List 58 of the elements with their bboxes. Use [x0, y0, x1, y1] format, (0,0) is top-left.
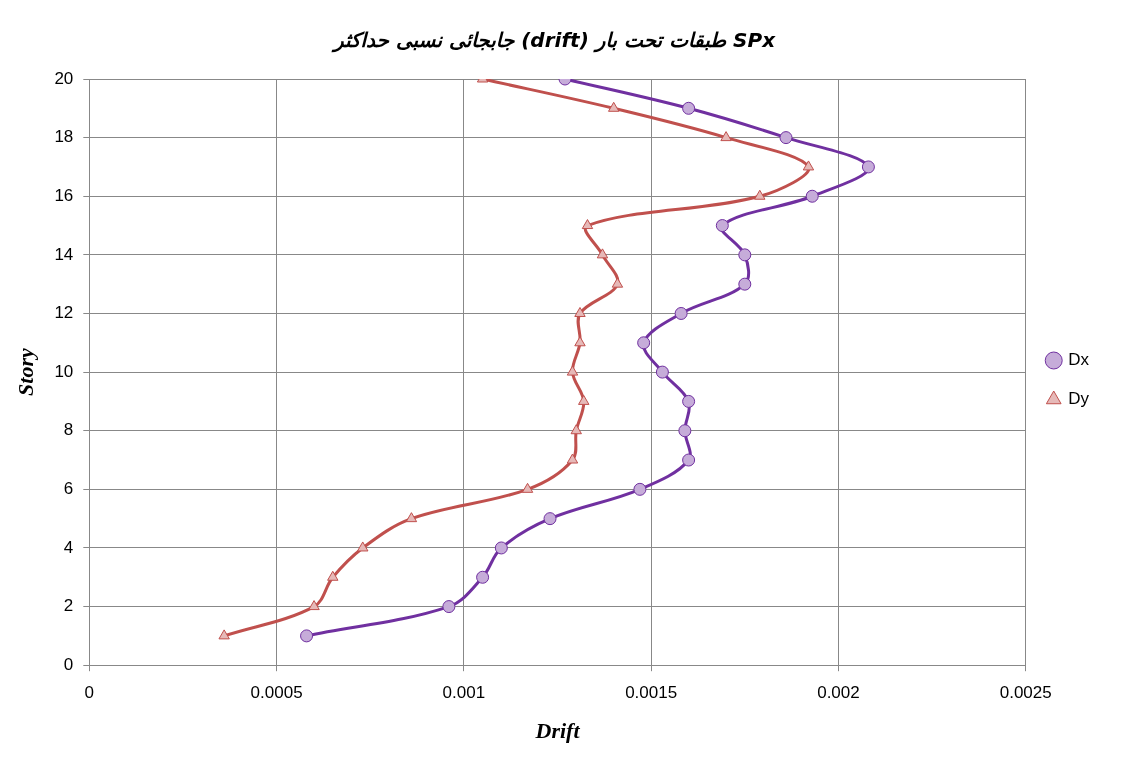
point [715, 219, 729, 233]
x-axis-title: Drift [534, 718, 581, 744]
point [738, 248, 752, 262]
y-tick-label: 16 [54, 185, 74, 205]
point [566, 453, 579, 464]
point [300, 629, 314, 643]
point [682, 394, 696, 408]
point [570, 424, 582, 435]
point [405, 512, 418, 523]
point [754, 189, 766, 200]
y-tick-label: 2 [63, 596, 74, 616]
point [521, 482, 534, 493]
y-axis-title: Story [12, 348, 38, 396]
x-tick-label: 0.002 [817, 683, 860, 703]
point [805, 189, 819, 203]
point [633, 482, 647, 496]
point [543, 512, 557, 526]
point [655, 365, 669, 379]
point [566, 365, 579, 376]
legend-label: Dx [1068, 350, 1090, 370]
point [596, 248, 609, 259]
y-tick-label: 12 [54, 303, 74, 323]
y-tick-label: 4 [63, 537, 74, 557]
chart-title: جابجائی نسبی حداکثر (drift) طبقات تحت بار SPx [330, 28, 777, 54]
point [574, 306, 586, 317]
point [861, 160, 875, 174]
y-tick-label: 0 [63, 654, 74, 674]
y-tick-label: 14 [54, 244, 74, 264]
point [637, 336, 651, 350]
point [682, 453, 696, 467]
point [779, 131, 793, 145]
x-tick-label: 0.0025 [999, 683, 1052, 703]
legend-label: Dy [1068, 389, 1090, 409]
point [357, 541, 369, 552]
point [682, 101, 696, 115]
point [476, 570, 490, 584]
point [678, 424, 692, 438]
point [738, 277, 752, 291]
point [442, 600, 456, 614]
y-tick-label: 6 [63, 479, 74, 499]
y-tick-label: 18 [54, 127, 74, 147]
point [802, 160, 815, 171]
x-tick-label: 0.0015 [625, 683, 678, 703]
x-tick-label: 0.001 [442, 683, 486, 703]
y-tick-label: 20 [54, 68, 74, 88]
point [608, 101, 620, 112]
x-tick-label: 0 [84, 683, 95, 703]
y-tick-label: 10 [54, 361, 74, 381]
point [674, 306, 688, 320]
point [327, 570, 339, 581]
point [308, 600, 320, 611]
point [578, 394, 590, 405]
point [720, 131, 732, 142]
point [581, 219, 594, 230]
x-tick-label: 0.0005 [250, 683, 303, 703]
point [218, 629, 230, 640]
y-tick-label: 8 [63, 420, 74, 440]
point [494, 541, 508, 555]
